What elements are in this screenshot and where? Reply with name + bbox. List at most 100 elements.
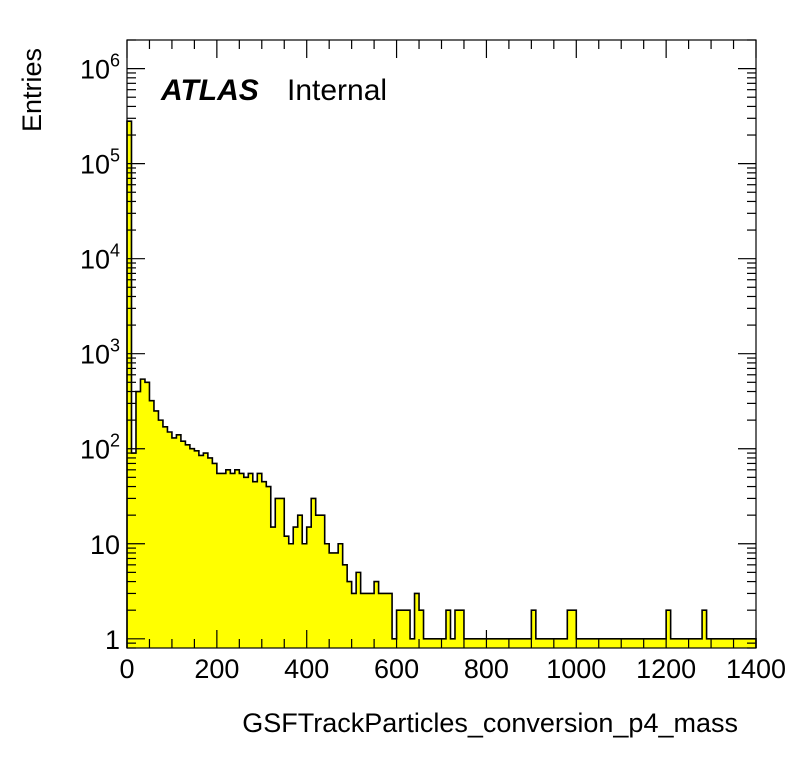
histogram-bin <box>234 469 240 648</box>
histogram-bin <box>423 638 429 648</box>
histogram-bin <box>508 638 514 648</box>
histogram-bin <box>733 638 739 648</box>
histogram-bin <box>266 486 272 648</box>
histogram-bin <box>140 379 146 648</box>
histogram-bin <box>270 527 276 648</box>
histogram-bin <box>657 638 663 648</box>
y-tick-labels: 1 10 102 103 104 105 106 <box>80 51 120 655</box>
histogram-bin <box>526 638 532 648</box>
histogram-bin <box>729 638 734 648</box>
x-tick-label: 200 <box>194 654 239 684</box>
histogram-bin <box>365 593 371 648</box>
histogram-bin <box>688 638 694 648</box>
histogram-bin <box>144 382 150 648</box>
histogram-bin <box>463 638 469 648</box>
histogram-bin <box>324 543 330 648</box>
histogram-bin <box>607 638 613 648</box>
histogram-bin <box>634 638 640 648</box>
histogram-bin <box>252 481 258 648</box>
y-tick-label: 102 <box>80 431 120 465</box>
histogram-bin <box>580 638 586 648</box>
histogram-bin <box>243 477 249 648</box>
histogram-bin <box>279 498 285 648</box>
histogram-bin <box>329 552 335 648</box>
y-tick-label: 105 <box>80 146 120 180</box>
histogram-bin <box>625 638 631 648</box>
histogram-bin <box>603 638 609 648</box>
histogram-bin <box>432 638 438 648</box>
histogram-bin <box>360 593 366 648</box>
histogram-bin <box>576 638 582 648</box>
x-tick-label: 800 <box>464 654 509 684</box>
histogram-bin <box>598 638 604 648</box>
histogram-bin <box>535 638 541 648</box>
histogram-bin <box>153 410 159 648</box>
histogram-bin <box>230 473 236 648</box>
histogram-bin <box>670 638 676 648</box>
histogram-bin <box>225 469 231 648</box>
histogram-bin <box>185 444 191 648</box>
x-tick-label: 600 <box>374 654 419 684</box>
histogram-bin <box>522 638 528 648</box>
histogram-bin <box>571 610 577 648</box>
histogram-bin <box>338 543 344 648</box>
histogram-bin <box>189 448 195 648</box>
histogram-bin <box>315 515 321 648</box>
histogram-bin <box>630 638 636 648</box>
histogram-bin <box>481 638 487 648</box>
histogram-bin <box>387 593 393 648</box>
histogram-bin <box>616 638 622 648</box>
histogram-bin <box>198 455 204 648</box>
histogram-bin <box>544 638 550 648</box>
histogram-bin <box>594 638 600 648</box>
histogram-bin <box>284 536 290 648</box>
histogram-bin <box>383 593 388 648</box>
histogram-bin <box>127 121 132 649</box>
histogram-bin <box>158 420 164 648</box>
histogram-bin <box>450 638 456 648</box>
histogram-bin <box>194 450 200 648</box>
bars-layer <box>127 121 757 649</box>
histogram-bin <box>248 473 254 648</box>
histogram-bin <box>643 638 649 648</box>
histogram-bin <box>621 638 627 648</box>
histogram-bin <box>428 638 433 648</box>
y-tick-label: 1 <box>105 625 120 655</box>
histogram-bin <box>261 481 267 648</box>
y-axis-title: Entries <box>17 48 47 132</box>
histogram-bin <box>414 593 420 648</box>
histogram-bin <box>553 638 559 648</box>
histogram-bin <box>275 498 281 648</box>
y-tick-label: 104 <box>80 241 120 275</box>
histogram-bin <box>517 638 523 648</box>
histogram-bin <box>378 593 384 648</box>
histogram-bin <box>216 473 222 648</box>
histogram-bin <box>288 543 294 648</box>
histogram-outline <box>126 120 757 648</box>
histogram-bin <box>706 638 712 648</box>
histogram-bin <box>742 638 748 648</box>
histogram-bin <box>441 638 447 648</box>
histogram-bin <box>162 426 168 648</box>
histogram-bin <box>486 638 492 648</box>
histogram-bin <box>297 515 303 648</box>
histogram-bin <box>311 498 317 648</box>
histogram-bin <box>639 638 645 648</box>
histogram-bin <box>207 457 213 648</box>
histogram-bin <box>612 638 618 648</box>
histogram-bin <box>724 638 730 648</box>
histogram-bin <box>454 610 460 648</box>
histogram-bin <box>549 638 555 648</box>
histogram-bin <box>585 638 591 648</box>
histogram-bin <box>405 610 411 648</box>
y-tick-label: 103 <box>80 336 120 370</box>
histogram-bin <box>513 638 519 648</box>
histogram-bin <box>661 638 667 648</box>
x-tick-label: 1000 <box>546 654 606 684</box>
histogram-bin <box>702 610 707 648</box>
histogram-bin <box>419 610 424 648</box>
histogram-bin <box>437 638 442 648</box>
histogram-bin <box>302 543 308 648</box>
histogram-bin <box>567 610 573 648</box>
